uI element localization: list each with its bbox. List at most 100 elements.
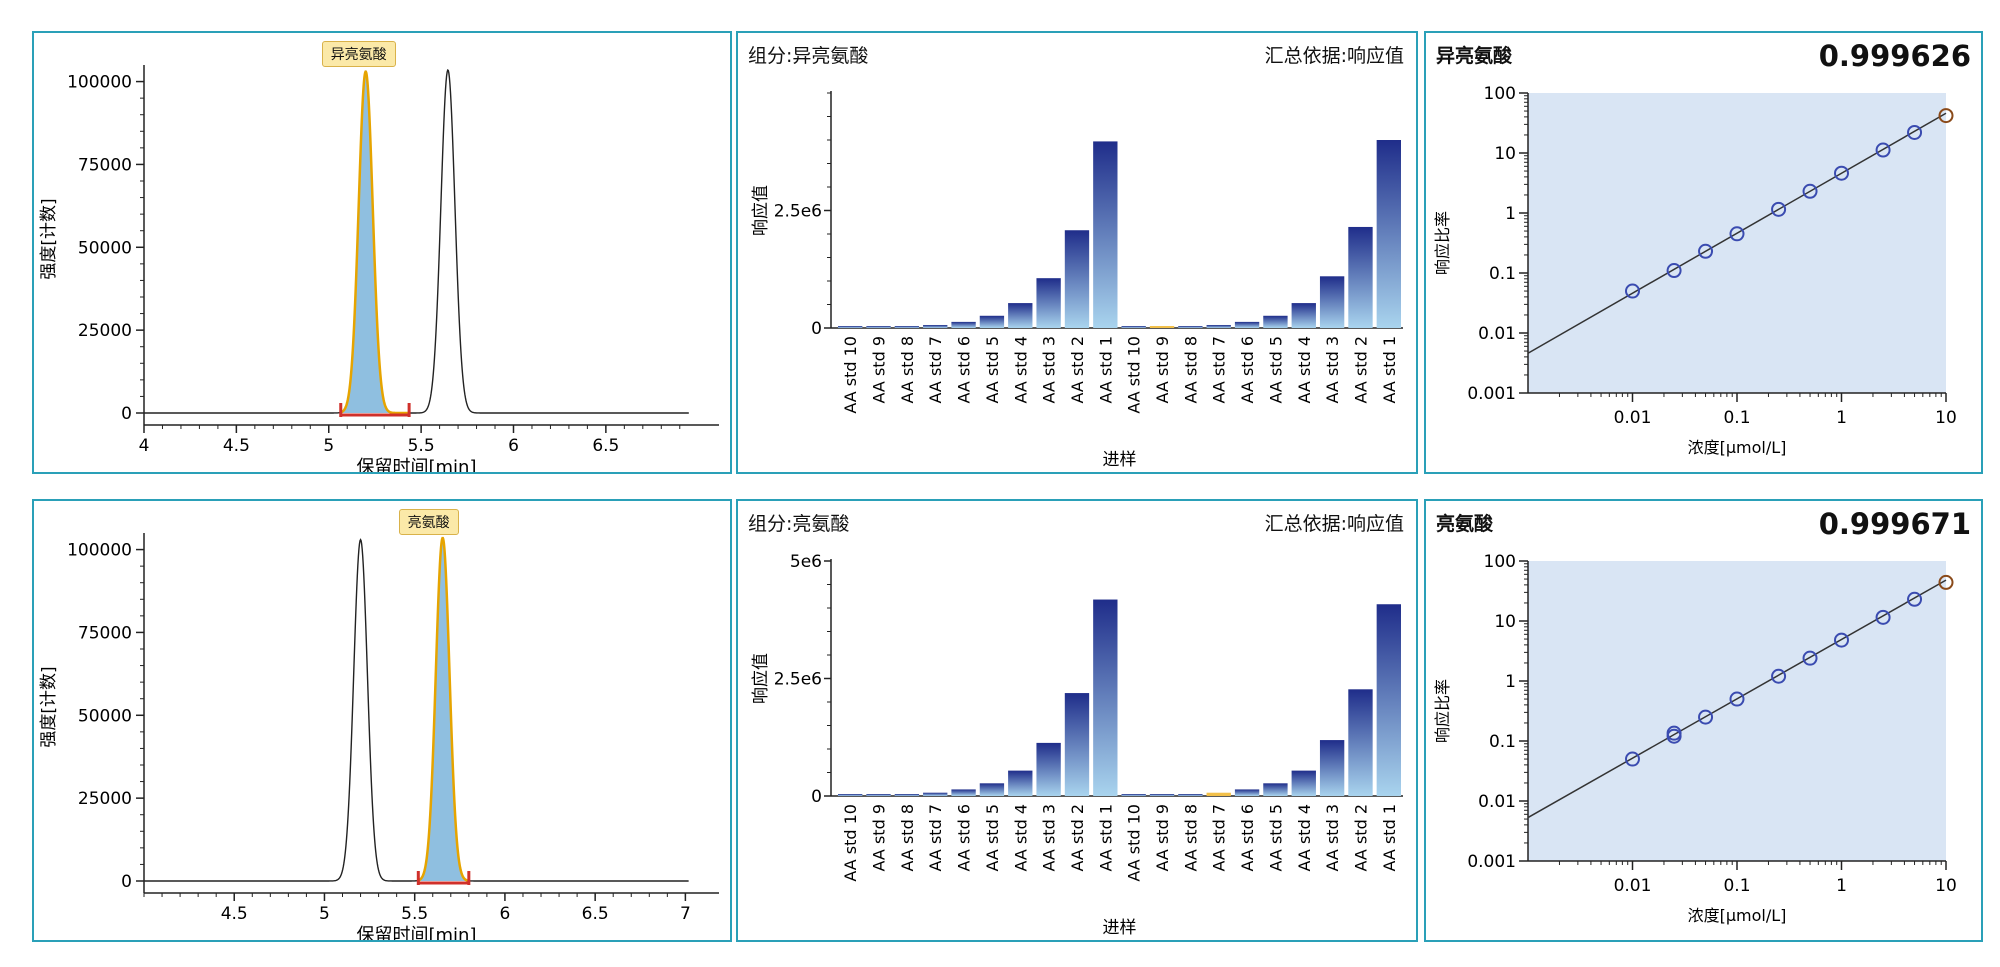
x-tick-label: 0.01 (1614, 876, 1652, 896)
y-tick-label: 0.01 (1478, 324, 1516, 344)
x-tick-label: AA std 1 (1380, 804, 1399, 871)
bar (923, 324, 948, 328)
bar (1178, 794, 1203, 796)
x-tick-label: AA std 1 (1096, 336, 1115, 403)
calibration-point (1698, 709, 1714, 725)
calibration-point (1771, 201, 1787, 217)
x-tick-label: AA std 10 (841, 336, 860, 414)
y-tick-label: 0.01 (1478, 792, 1516, 812)
y-tick-label: 100 (1484, 84, 1516, 104)
x-tick-label: AA std 8 (1181, 336, 1200, 403)
calibration-point (1875, 142, 1891, 158)
x-tick-label: AA std 7 (1210, 336, 1229, 403)
x-axis-label: 保留时间[min] (357, 925, 477, 942)
x-tick-label: AA std 2 (1068, 336, 1087, 403)
x-tick-label: AA std 1 (1096, 804, 1115, 871)
y-tick-label: 0 (121, 404, 132, 424)
x-axis-label: 浓度[μmol/L] (1688, 438, 1787, 457)
bar (1263, 783, 1288, 796)
bar (1376, 140, 1401, 328)
x-tick-label: AA std 9 (870, 336, 889, 403)
bar (1008, 770, 1033, 796)
x-tick-label: AA std 3 (1323, 336, 1342, 403)
x-tick-label: AA std 8 (1181, 804, 1200, 871)
peak-label-1[interactable]: 异亮氨酸 (321, 41, 396, 67)
bar-panel-2[interactable]: 组分:亮氨酸 汇总依据:响应值 0 2.5e6 5e6 响应值 进样 AA std 10 A… (736, 499, 1418, 942)
calibration-component-1: 异亮氨酸 (1436, 45, 1513, 67)
integrated-peak-outline (340, 70, 410, 415)
y-tick-label: 25000 (78, 321, 132, 341)
calibration-point (1907, 124, 1923, 140)
bar (1064, 230, 1090, 328)
x-tick-label: AA std 3 (1040, 336, 1059, 403)
x-tick-label: AA std 5 (983, 336, 1002, 403)
bar (1291, 770, 1316, 796)
y-axis-label: 响应比率 (1433, 211, 1452, 275)
plot-area (1528, 93, 1946, 393)
bar (979, 315, 1005, 328)
bar (1234, 321, 1260, 328)
bar (1206, 792, 1231, 796)
calibration-panel-1[interactable]: 异亮氨酸 0.999626 0.001 0.01 0.1 1 10 100 0.01 0.1 1… (1424, 31, 1983, 474)
x-tick-label: AA std 6 (955, 336, 974, 403)
bar (1291, 303, 1316, 328)
bar (866, 794, 891, 796)
integrated-peak-outline (417, 536, 470, 883)
x-tick-label: AA std 3 (1323, 804, 1342, 871)
y-tick-label: 0.001 (1467, 384, 1516, 404)
x-tick-label: AA std 10 (1125, 804, 1144, 882)
bar (866, 326, 891, 328)
bar (838, 326, 863, 328)
bar (1319, 740, 1345, 796)
bar (1178, 326, 1203, 328)
y-axis-label: 强度[计数] (39, 198, 59, 279)
peak-label-2[interactable]: 亮氨酸 (398, 509, 459, 535)
summary-label-1: 汇总依据:响应值 (1264, 45, 1404, 67)
chromatogram-trace (144, 69, 689, 414)
y-axis-label: 响应值 (751, 185, 771, 236)
y-tick-label: 50000 (78, 238, 132, 258)
y-tick-label: 100000 (67, 73, 132, 93)
calibration-point (1698, 243, 1714, 259)
x-tick-label: AA std 4 (1011, 336, 1030, 403)
x-tick-label: 1 (1836, 408, 1847, 428)
y-tick-label: 100 (1484, 552, 1516, 572)
x-tick-label: 4.5 (221, 904, 248, 924)
component-label-2: 组分:亮氨酸 (748, 513, 850, 535)
bar (1093, 141, 1118, 328)
chromatogram-panel-1[interactable]: 4 4.5 5 5.5 6 6.5 0 25000 50000 75000 100000 保留时间[m… (32, 31, 732, 474)
x-tick-label: AA std 4 (1011, 804, 1030, 871)
bar (1263, 315, 1288, 328)
y-tick-label: 25000 (78, 789, 132, 809)
x-tick-label: AA std 5 (1266, 804, 1285, 871)
calibration-point (1771, 668, 1787, 684)
bar-panel-1[interactable]: 组分:异亮氨酸 汇总依据:响应值 0 2.5e6 响应值 进样 AA std 10 AA … (736, 31, 1418, 474)
bar (1121, 794, 1146, 796)
x-tick-label: AA std 6 (1238, 336, 1257, 403)
x-tick-label: AA std 8 (898, 336, 917, 403)
x-tick-label: AA std 10 (841, 804, 860, 882)
x-tick-label: AA std 7 (926, 336, 945, 403)
y-tick-label: 100000 (67, 541, 132, 561)
integrated-peak-area (418, 538, 469, 881)
calibration-point (1938, 108, 1954, 124)
calibration-point (1907, 591, 1923, 607)
x-axis-label: 保留时间[min] (357, 457, 477, 474)
bar (951, 321, 976, 328)
bar (1121, 326, 1146, 328)
chromatogram-panel-2[interactable]: 4.5 5 5.5 6 6.5 7 0 25000 50000 75000 100000 保留时间[m… (32, 499, 732, 942)
y-tick-label: 0.1 (1489, 264, 1516, 284)
x-tick-label: 4.5 (223, 436, 250, 456)
calibration-panel-2[interactable]: 亮氨酸 0.999671 0.001 0.01 0.1 1 10 100 0.01 0.1 1 1… (1424, 499, 1983, 942)
calibration-point (1875, 609, 1891, 625)
bar (1206, 324, 1231, 328)
bar (1093, 599, 1118, 796)
summary-label-2: 汇总依据:响应值 (1264, 513, 1404, 535)
x-tick-label: 5 (323, 436, 334, 456)
x-tick-label: AA std 6 (955, 804, 974, 871)
r-squared-1: 0.999626 (1818, 39, 1971, 73)
bar (1348, 226, 1373, 328)
calibration-point (1625, 283, 1640, 299)
